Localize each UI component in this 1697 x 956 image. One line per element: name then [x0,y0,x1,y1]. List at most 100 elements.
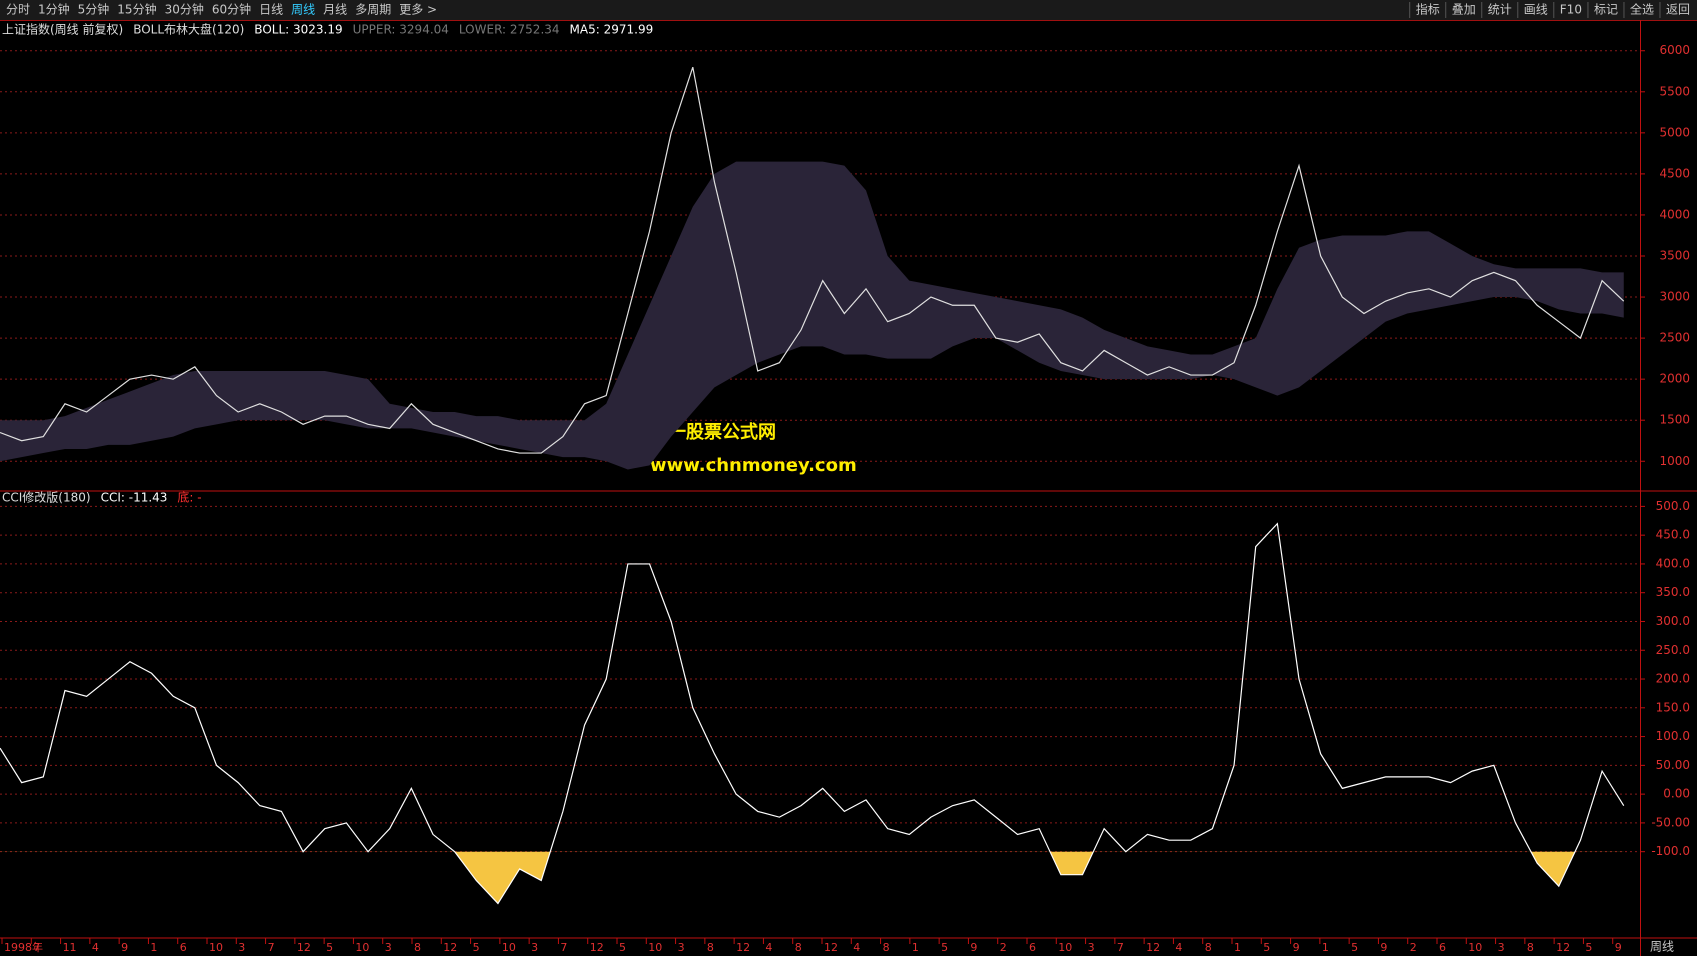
y-tick-label: 4500 [1659,166,1690,180]
x-tick-label: 10 [209,941,223,954]
info-text: CCI修改版(180) [2,490,91,505]
toolbar-button[interactable]: 15分钟 [117,2,156,17]
x-tick-label: 1 [1234,941,1241,954]
x-tick-label: 5 [1585,941,1592,954]
x-tick-label: 3 [1088,941,1095,954]
x-tick-label: 9 [1293,941,1300,954]
y-tick-label: 500.0 [1656,499,1690,513]
x-tick-label: 1 [912,941,919,954]
info-text: BOLL布林大盘(120) [133,22,244,37]
x-tick-label: 3 [238,941,245,954]
y-tick-label: 5500 [1659,84,1690,98]
x-tick-label: 7 [560,941,567,954]
toolbar-button[interactable]: 统计 [1488,3,1512,17]
x-tick-label: 7 [33,941,40,954]
info-text: CCI: -11.43 [101,491,168,505]
toolbar-button[interactable]: 多周期 [355,3,391,17]
y-tick-label: 2000 [1659,372,1690,386]
period-label: 周线 [1650,940,1674,954]
x-tick-label: 9 [121,941,128,954]
y-tick-label: 400.0 [1656,556,1690,570]
y-tick-label: 350.0 [1656,585,1690,599]
x-tick-label: 4 [92,941,99,954]
y-tick-label: 1500 [1659,413,1690,427]
toolbar-button[interactable]: 标记 [1594,3,1618,17]
info-text: LOWER: 2752.34 [459,23,560,37]
watermark: 第一股票公式网 [650,421,776,443]
info-text: 上证指数(周线 前复权) [2,22,123,37]
x-tick-label: 1 [150,941,157,954]
x-tick-label: 12 [1556,941,1570,954]
x-tick-label: 3 [678,941,685,954]
info-text: BOLL: 3023.19 [254,23,342,37]
y-tick-label: 250.0 [1656,643,1690,657]
x-tick-label: 5 [619,941,626,954]
x-tick-label: 5 [326,941,333,954]
y-tick-label: 300.0 [1656,614,1690,628]
x-tick-label: 12 [443,941,457,954]
toolbar-button[interactable]: 更多 > [399,3,437,17]
x-tick-label: 9 [970,941,977,954]
toolbar-button[interactable]: 画线 [1524,3,1548,17]
toolbar-button[interactable]: 1分钟 [38,2,70,17]
x-tick-label: 5 [473,941,480,954]
boll-band [0,161,1624,470]
x-tick-label: 12 [297,941,311,954]
toolbar-button[interactable]: 日线 [259,3,283,17]
toolbar-button[interactable]: 分时 [6,3,30,17]
x-tick-label: 10 [1058,941,1072,954]
x-tick-label: 8 [795,941,802,954]
y-tick-label: 200.0 [1656,672,1690,686]
x-tick-label: 7 [268,941,275,954]
info-text: 底: - [177,490,201,505]
y-tick-label: 150.0 [1656,700,1690,714]
toolbar-button[interactable]: 周线 [291,3,315,17]
x-tick-label: 6 [180,941,187,954]
info-text: MA5: 2971.99 [570,23,654,37]
x-tick-label: 6 [1439,941,1446,954]
toolbar-button[interactable]: 叠加 [1452,3,1476,17]
x-tick-label: 12 [590,941,604,954]
x-tick-label: 1998年 [4,940,43,954]
x-tick-label: 8 [1205,941,1212,954]
x-tick-label: 4 [765,941,772,954]
y-tick-label: 50.00 [1656,758,1690,772]
x-tick-label: 9 [1615,941,1622,954]
x-tick-label: 10 [1468,941,1482,954]
series-line [0,66,1625,454]
toolbar-button[interactable]: 全选 [1630,2,1654,17]
x-tick-label: 10 [355,941,369,954]
watermark: www.chnmoney.com [650,455,857,476]
x-tick-label: 5 [941,941,948,954]
x-tick-label: 5 [1263,941,1270,954]
x-tick-label: 3 [531,941,538,954]
toolbar-button[interactable]: 指标 [1416,2,1440,17]
toolbar-button[interactable]: F10 [1560,3,1582,17]
x-tick-label: 4 [1175,941,1182,954]
y-tick-label: 1000 [1659,454,1690,468]
toolbar-button[interactable]: 30分钟 [165,2,204,17]
y-tick-label: 450.0 [1656,528,1690,542]
x-tick-label: 2 [1000,941,1007,954]
toolbar-button[interactable]: 月线 [323,3,347,17]
series-line [0,522,1625,905]
y-tick-label: -50.00 [1651,815,1690,829]
x-tick-label: 10 [648,941,662,954]
x-tick-label: 6 [1029,941,1036,954]
x-tick-label: 3 [385,941,392,954]
toolbar-button[interactable]: 5分钟 [78,2,110,17]
x-tick-label: 12 [736,941,750,954]
x-tick-label: 12 [824,941,838,954]
x-tick-label: 10 [502,941,516,954]
toolbar [0,0,1697,20]
x-tick-label: 3 [1498,941,1505,954]
x-tick-label: 8 [1527,941,1534,954]
x-tick-label: 12 [1146,941,1160,954]
toolbar-button[interactable]: 60分钟 [212,2,251,17]
y-tick-label: 6000 [1659,43,1690,57]
toolbar-button[interactable]: 返回 [1666,3,1690,17]
y-tick-label: 4000 [1659,207,1690,221]
info-text: UPPER: 3294.04 [353,23,449,37]
